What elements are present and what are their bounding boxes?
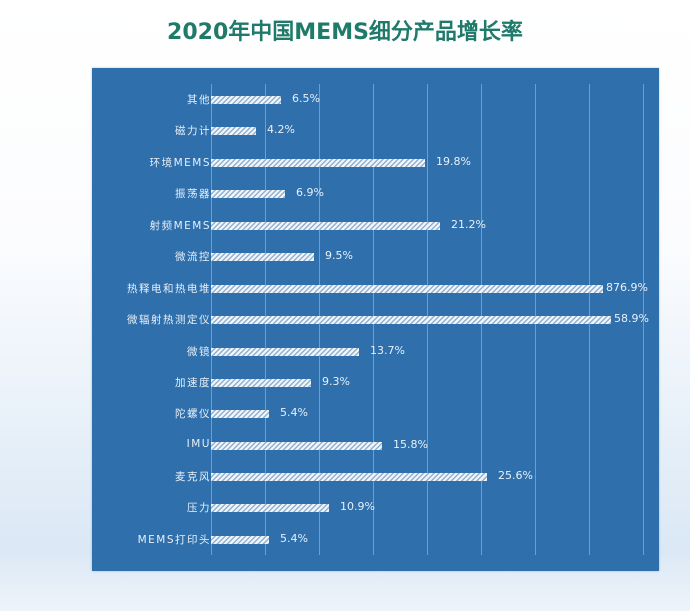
bar [211,190,285,198]
bar-row: 微镜 13.7% [92,342,659,362]
category-label: 加速度 [175,377,211,389]
bar [211,348,359,356]
bar-row: 热释电和热电堆 876.9% [92,279,659,299]
bar-row: 磁力计 4.2% [92,121,659,141]
bar-row: 射频MEMS 21.2% [92,216,659,236]
category-label: 射频MEMS [149,220,211,232]
bar-row: 其他 6.5% [92,90,659,110]
bar-row: 陀螺仪 5.4% [92,404,659,424]
category-label: 微流控 [175,251,211,263]
value-label: 4.2% [267,123,295,136]
category-label: 陀螺仪 [175,408,211,420]
value-label: 9.5% [325,249,353,262]
category-label: 麦克风 [175,471,211,483]
value-label: 21.2% [451,218,486,231]
bar [211,410,269,418]
bar [211,504,329,512]
category-label: 微辐射热测定仪 [127,314,211,326]
bar-row: 压力 10.9% [92,498,659,518]
category-label: 微镜 [187,346,211,358]
bar-row: IMU 15.8% [92,436,659,456]
value-label: 25.6% [498,469,533,482]
bar [211,127,256,135]
value-label: 19.8% [436,155,471,168]
bar [211,379,311,387]
bar [211,253,314,261]
chart-panel: 其他 6.5% 磁力计 4.2% 环境MEMS 19.8% 振荡器 6.9% 射… [92,68,659,571]
value-label: 9.3% [322,375,350,388]
chart-title: 2020年中国MEMS细分产品增长率 [167,20,523,45]
bar-row: 微流控 9.5% [92,247,659,267]
bar-row: MEMS打印头 5.4% [92,530,659,550]
value-label: 6.5% [292,92,320,105]
category-label: 压力 [187,502,211,514]
bar [211,473,487,481]
bar [211,96,281,104]
bar-row: 麦克风 25.6% [92,467,659,487]
value-label: 15.8% [393,438,428,451]
value-label: 13.7% [370,344,405,357]
category-label: MEMS打印头 [137,534,211,546]
bar [211,442,382,450]
bar [211,159,425,167]
category-label: 振荡器 [175,188,211,200]
bar [211,285,603,293]
category-label: IMU [186,438,211,450]
bar-row: 加速度 9.3% [92,373,659,393]
value-label: 5.4% [280,532,308,545]
bar [211,316,611,324]
bar [211,536,269,544]
bar-row: 环境MEMS 19.8% [92,153,659,173]
category-label: 其他 [187,94,211,106]
bar-row: 微辐射热测定仪 58.9% [92,310,659,330]
category-label: 磁力计 [175,125,211,137]
value-label: 6.9% [296,186,324,199]
gridline [643,84,644,555]
bar [211,222,440,230]
value-label: 10.9% [340,500,375,513]
category-label: 热释电和热电堆 [127,283,211,295]
value-label: 58.9% [614,312,649,325]
value-label: 5.4% [280,406,308,419]
category-label: 环境MEMS [149,157,211,169]
value-label: 876.9% [606,281,648,294]
bar-row: 振荡器 6.9% [92,184,659,204]
